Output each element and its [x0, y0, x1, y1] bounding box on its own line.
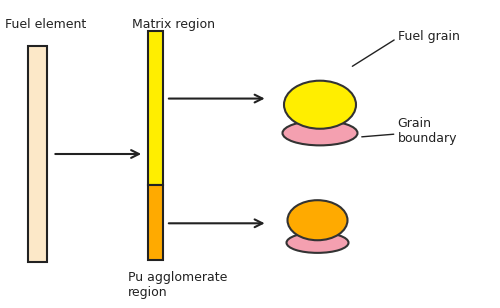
Text: Fuel element: Fuel element — [5, 18, 86, 31]
Bar — [28, 46, 46, 262]
Ellipse shape — [284, 81, 356, 129]
Text: Matrix region: Matrix region — [132, 18, 216, 31]
Text: Pu agglomerate
region: Pu agglomerate region — [128, 271, 227, 299]
Bar — [148, 31, 162, 185]
Text: Fuel grain: Fuel grain — [398, 30, 460, 43]
Text: Grain
boundary: Grain boundary — [398, 117, 457, 145]
Ellipse shape — [282, 121, 358, 145]
Bar — [148, 185, 162, 260]
Ellipse shape — [286, 233, 348, 253]
Ellipse shape — [288, 200, 348, 240]
